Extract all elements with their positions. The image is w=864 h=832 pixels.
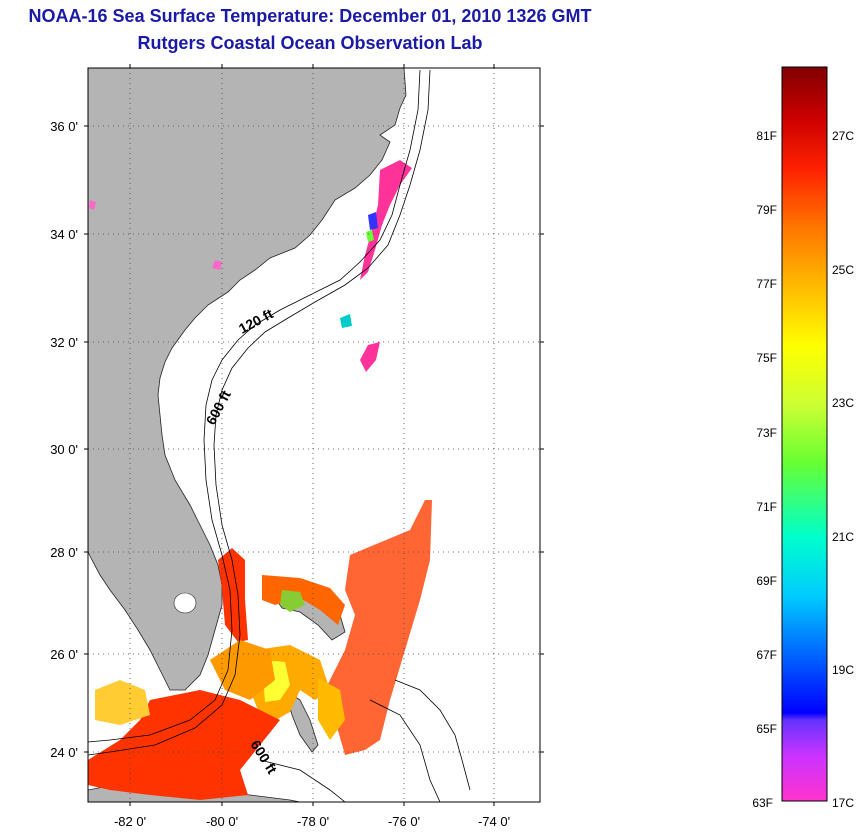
- lat-labels: 36 0' 34 0' 32 0' 30 0' 28 0' 26 0' 24 0…: [50, 119, 78, 760]
- lon-label: -78 0': [297, 814, 329, 829]
- lon-label: -82 0': [114, 814, 146, 829]
- colorbar-c-label: 19C: [832, 663, 854, 677]
- lat-label: 30 0': [50, 442, 78, 457]
- lat-label: 32 0': [50, 335, 78, 350]
- colorbar-fahrenheit-labels: 81F 79F 77F 75F 73F 71F 69F 67F 65F 63F: [752, 129, 777, 810]
- lat-label: 26 0': [50, 647, 78, 662]
- lat-label: 24 0': [50, 745, 78, 760]
- colorbar-f-label: 71F: [756, 500, 777, 514]
- colorbar-f-label: 79F: [756, 203, 777, 217]
- land-mainland: [88, 68, 407, 691]
- colorbar-f-label: 65F: [756, 722, 777, 736]
- map-title: NOAA-16 Sea Surface Temperature: Decembe…: [28, 6, 592, 26]
- lon-label: -74 0': [478, 814, 510, 829]
- colorbar-c-label: 21C: [832, 530, 854, 544]
- lat-label: 34 0': [50, 227, 78, 242]
- colorbar-f-label: 69F: [756, 574, 777, 588]
- colorbar-c-label: 25C: [832, 263, 854, 277]
- lon-labels: -82 0' -80 0' -78 0' -76 0' -74 0': [114, 814, 510, 829]
- colorbar-c-label: 27C: [832, 129, 854, 143]
- sst-patches: [88, 160, 432, 800]
- colorbar-f-label: 75F: [756, 351, 777, 365]
- graticule: [88, 68, 540, 802]
- colorbar-f-label: 77F: [756, 277, 777, 291]
- lat-label: 36 0': [50, 119, 78, 134]
- lat-label: 28 0': [50, 545, 78, 560]
- axis-ticks: [84, 64, 544, 806]
- colorbar-c-label: 17C: [832, 796, 854, 810]
- depth-contours: [88, 69, 471, 802]
- colorbar: [781, 66, 828, 802]
- land-bahamas-south: [284, 689, 319, 753]
- map-subtitle: Rutgers Coastal Ocean Observation Lab: [137, 33, 483, 53]
- colorbar-f-label: 73F: [756, 426, 777, 440]
- colorbar-celsius-labels: 27C 25C 23C 21C 19C 17C: [832, 129, 854, 810]
- lake-okeechobee: [173, 592, 197, 614]
- lon-label: -80 0': [206, 814, 238, 829]
- colorbar-c-label: 23C: [832, 396, 854, 410]
- colorbar-f-label: 63F: [752, 796, 773, 810]
- lon-label: -76 0': [388, 814, 420, 829]
- colorbar-f-label: 81F: [756, 129, 777, 143]
- colorbar-f-label: 67F: [756, 648, 777, 662]
